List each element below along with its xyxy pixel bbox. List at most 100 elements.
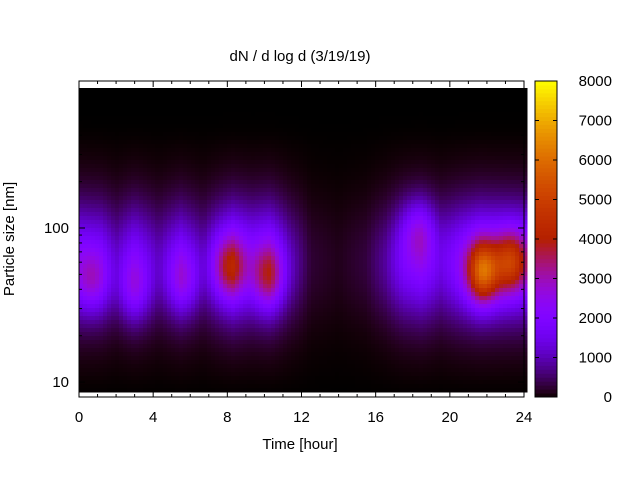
heatmap-cell [171,332,176,337]
heatmap-cell [315,220,320,225]
heatmap-cell [175,196,180,201]
heatmap-cell [335,120,340,125]
heatmap-cell [263,352,268,357]
heatmap-cell [203,184,208,189]
heatmap-cell [171,212,176,217]
heatmap-cell [191,116,196,121]
heatmap-cell [191,288,196,293]
heatmap-cell [187,292,192,297]
heatmap-cell [207,372,212,377]
heatmap-cell [247,196,252,201]
heatmap-cell [231,128,236,133]
heatmap-cell [91,352,96,357]
heatmap-cell [183,380,188,385]
heatmap-cell [199,96,204,101]
heatmap-cell [131,232,136,237]
heatmap-cell [131,156,136,161]
heatmap-cell [179,244,184,249]
heatmap-cell [155,316,160,321]
heatmap-cell [307,328,312,333]
heatmap-cell [339,108,344,113]
heatmap-cell [207,120,212,125]
heatmap-cell [295,184,300,189]
heatmap-cell [235,204,240,209]
heatmap-cell [267,324,272,329]
heatmap-cell [143,228,148,233]
heatmap-cell [335,244,340,249]
heatmap-cell [339,208,344,213]
heatmap-cell [307,364,312,369]
heatmap-cell [191,244,196,249]
heatmap-cell [267,228,272,233]
heatmap-cell [323,380,328,385]
heatmap-cell [187,236,192,241]
heatmap-cell [195,332,200,337]
heatmap-cell [155,160,160,165]
heatmap-cell [299,152,304,157]
heatmap-cell [87,244,92,249]
heatmap-cell [231,312,236,317]
heatmap-cell [303,368,308,373]
heatmap-cell [167,308,172,313]
heatmap-cell [127,348,132,353]
heatmap-cell [123,164,128,169]
heatmap-cell [327,376,332,381]
heatmap-cell [231,384,236,389]
heatmap-cell [287,208,292,213]
heatmap-cell [219,220,224,225]
heatmap-cell [331,260,336,265]
heatmap-cell [87,340,92,345]
heatmap-cell [203,196,208,201]
heatmap-cell [151,356,156,361]
heatmap-cell [171,312,176,317]
heatmap-cell [263,100,268,105]
heatmap-cell [143,260,148,265]
heatmap-cell [339,120,344,125]
heatmap-cell [191,196,196,201]
heatmap-cell [167,288,172,293]
heatmap-cell [227,352,232,357]
heatmap-cell [239,232,244,237]
heatmap-cell [263,388,268,393]
heatmap-cell [115,352,120,357]
heatmap-cell [307,216,312,221]
heatmap-cell [215,328,220,333]
heatmap-cell [275,132,280,137]
heatmap-cell [287,336,292,341]
heatmap-cell [299,356,304,361]
heatmap-cell [231,152,236,157]
heatmap-cell [243,168,248,173]
heatmap-cell [327,140,332,145]
heatmap-cell [167,156,172,161]
heatmap-cell [339,112,344,117]
heatmap-cell [91,264,96,269]
heatmap-cell [79,356,84,361]
heatmap-cell [327,120,332,125]
heatmap-cell [151,108,156,113]
heatmap-cell [139,112,144,117]
heatmap-cell [267,372,272,377]
heatmap-cell [303,92,308,97]
heatmap-cell [319,232,324,237]
heatmap-cell [187,252,192,257]
heatmap-cell [147,156,152,161]
heatmap-cell [243,240,248,245]
heatmap-cell [335,268,340,273]
heatmap-cell [251,340,256,345]
heatmap-cell [335,240,340,245]
heatmap-cell [263,128,268,133]
heatmap-cell [111,96,116,101]
heatmap-cell [235,200,240,205]
heatmap-cell [291,220,296,225]
heatmap-cell [319,344,324,349]
heatmap-cell [315,276,320,281]
heatmap-cell [195,240,200,245]
heatmap-cell [135,320,140,325]
heatmap-cell [247,100,252,105]
heatmap-cell [331,224,336,229]
heatmap-cell [327,288,332,293]
heatmap-cell [207,216,212,221]
heatmap-cell [163,124,168,129]
heatmap-cell [79,140,84,145]
heatmap-cell [327,240,332,245]
